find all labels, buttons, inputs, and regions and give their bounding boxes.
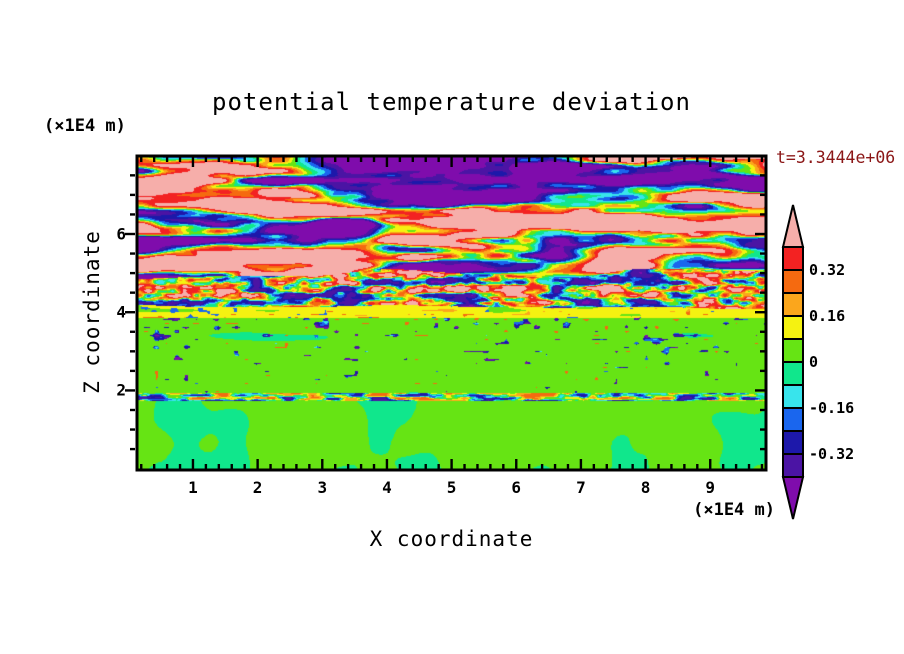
x-tick-label: 5	[446, 478, 457, 497]
x-axis-title: X coordinate	[369, 527, 534, 551]
heatmap-canvas	[136, 155, 767, 471]
x-axis-unit-label: (×1E4 m)	[693, 500, 775, 520]
colorbar-segment	[782, 292, 804, 317]
time-label: t=3.3444e+06	[776, 148, 896, 167]
colorbar-tick-label: 0.16	[809, 307, 846, 325]
x-tick-label: 9	[705, 478, 716, 497]
colorbar-segment	[782, 315, 804, 340]
x-tick-label: 1	[188, 478, 198, 497]
colorbar-arrow-low	[781, 476, 805, 520]
colorbar-segment	[782, 269, 804, 294]
colorbar-tick-label: -0.16	[809, 399, 855, 417]
x-tick-label: 4	[382, 478, 392, 497]
colorbar-segment	[782, 453, 804, 478]
colorbar-segment	[782, 361, 804, 386]
colorbar-tick-label: 0.32	[809, 261, 846, 279]
z-tick-label: 6	[116, 224, 126, 244]
x-tick-label: 7	[576, 478, 586, 497]
x-tick-label: 2	[252, 478, 263, 497]
colorbar-arrow-high	[781, 204, 805, 248]
x-tick-label: 3	[317, 478, 328, 497]
z-axis-title: Z coordinate	[80, 230, 104, 394]
x-tick-label: 6	[511, 478, 522, 497]
x-tick-label: 8	[640, 478, 651, 497]
colorbar-segment	[782, 338, 804, 363]
z-axis-unit-label: (×1E4 m)	[44, 116, 126, 136]
colorbar-segment	[782, 407, 804, 432]
colorbar-segment	[782, 430, 804, 455]
z-tick-label: 2	[116, 380, 126, 400]
page-title: potential temperature deviation	[212, 88, 691, 116]
z-tick-label: 4	[116, 302, 126, 322]
colorbar-segment	[782, 384, 804, 409]
colorbar-segment	[782, 246, 804, 271]
colorbar-tick-label: 0	[809, 353, 819, 371]
colorbar-tick-label: -0.32	[809, 445, 855, 463]
